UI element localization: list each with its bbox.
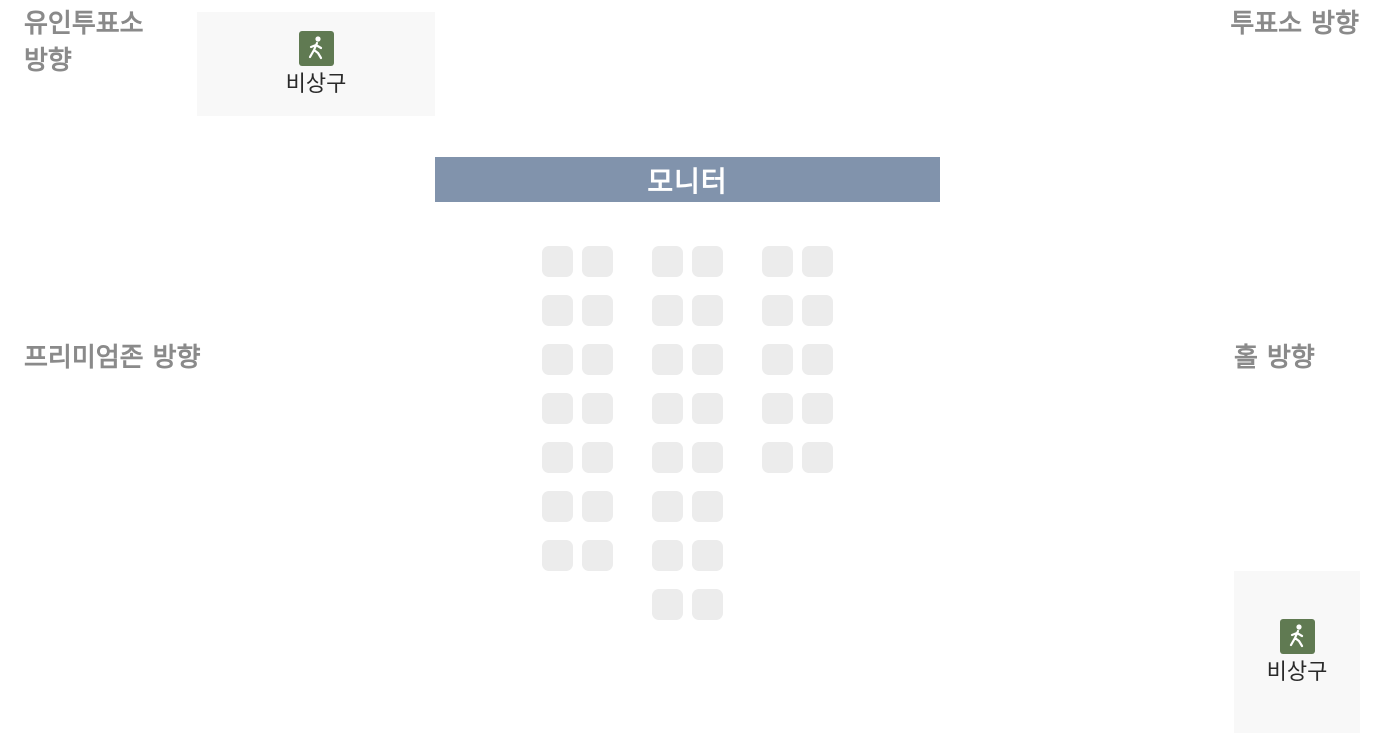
seat[interactable]	[582, 344, 613, 375]
monitor-bar: 모니터	[435, 157, 940, 202]
seat[interactable]	[652, 491, 683, 522]
direction-hall: 홀 방향	[1234, 343, 1315, 373]
seat[interactable]	[582, 393, 613, 424]
running-person-exit-icon	[298, 30, 334, 66]
emergency-exit-label: 비상구	[1266, 659, 1328, 685]
seat[interactable]	[652, 442, 683, 473]
seat[interactable]	[582, 540, 613, 571]
seat[interactable]	[582, 246, 613, 277]
seat[interactable]	[802, 295, 833, 326]
running-person-exit-icon	[1279, 618, 1315, 654]
seat[interactable]	[762, 295, 793, 326]
seat[interactable]	[692, 589, 723, 620]
seat[interactable]	[692, 442, 723, 473]
seat[interactable]	[692, 491, 723, 522]
seat[interactable]	[582, 295, 613, 326]
seat[interactable]	[542, 491, 573, 522]
seat[interactable]	[762, 442, 793, 473]
emergency-exit-top: 비상구	[197, 12, 435, 116]
seat[interactable]	[692, 246, 723, 277]
seat[interactable]	[692, 540, 723, 571]
seat[interactable]	[652, 344, 683, 375]
monitor-label: 모니터	[647, 164, 728, 198]
seat[interactable]	[652, 589, 683, 620]
seat[interactable]	[542, 540, 573, 571]
seat[interactable]	[762, 393, 793, 424]
seat[interactable]	[802, 442, 833, 473]
seat[interactable]	[692, 295, 723, 326]
seat[interactable]	[542, 246, 573, 277]
seat[interactable]	[652, 393, 683, 424]
seat[interactable]	[652, 246, 683, 277]
seat[interactable]	[762, 344, 793, 375]
seat[interactable]	[582, 442, 613, 473]
seat[interactable]	[542, 442, 573, 473]
seat[interactable]	[762, 246, 793, 277]
seat[interactable]	[542, 344, 573, 375]
seat[interactable]	[802, 246, 833, 277]
seat[interactable]	[652, 295, 683, 326]
seat[interactable]	[652, 540, 683, 571]
emergency-exit-bottom: 비상구	[1234, 571, 1360, 733]
seat[interactable]	[542, 393, 573, 424]
seat[interactable]	[692, 344, 723, 375]
seat[interactable]	[692, 393, 723, 424]
seat[interactable]	[542, 295, 573, 326]
direction-booth: 투표소 방향	[1230, 9, 1359, 39]
emergency-exit-label: 비상구	[285, 71, 347, 97]
direction-premium-zone: 프리미엄존 방향	[24, 343, 201, 373]
seat[interactable]	[582, 491, 613, 522]
seat[interactable]	[802, 393, 833, 424]
direction-unmanned-booth: 유인투표소 방향	[24, 9, 144, 76]
seat[interactable]	[802, 344, 833, 375]
